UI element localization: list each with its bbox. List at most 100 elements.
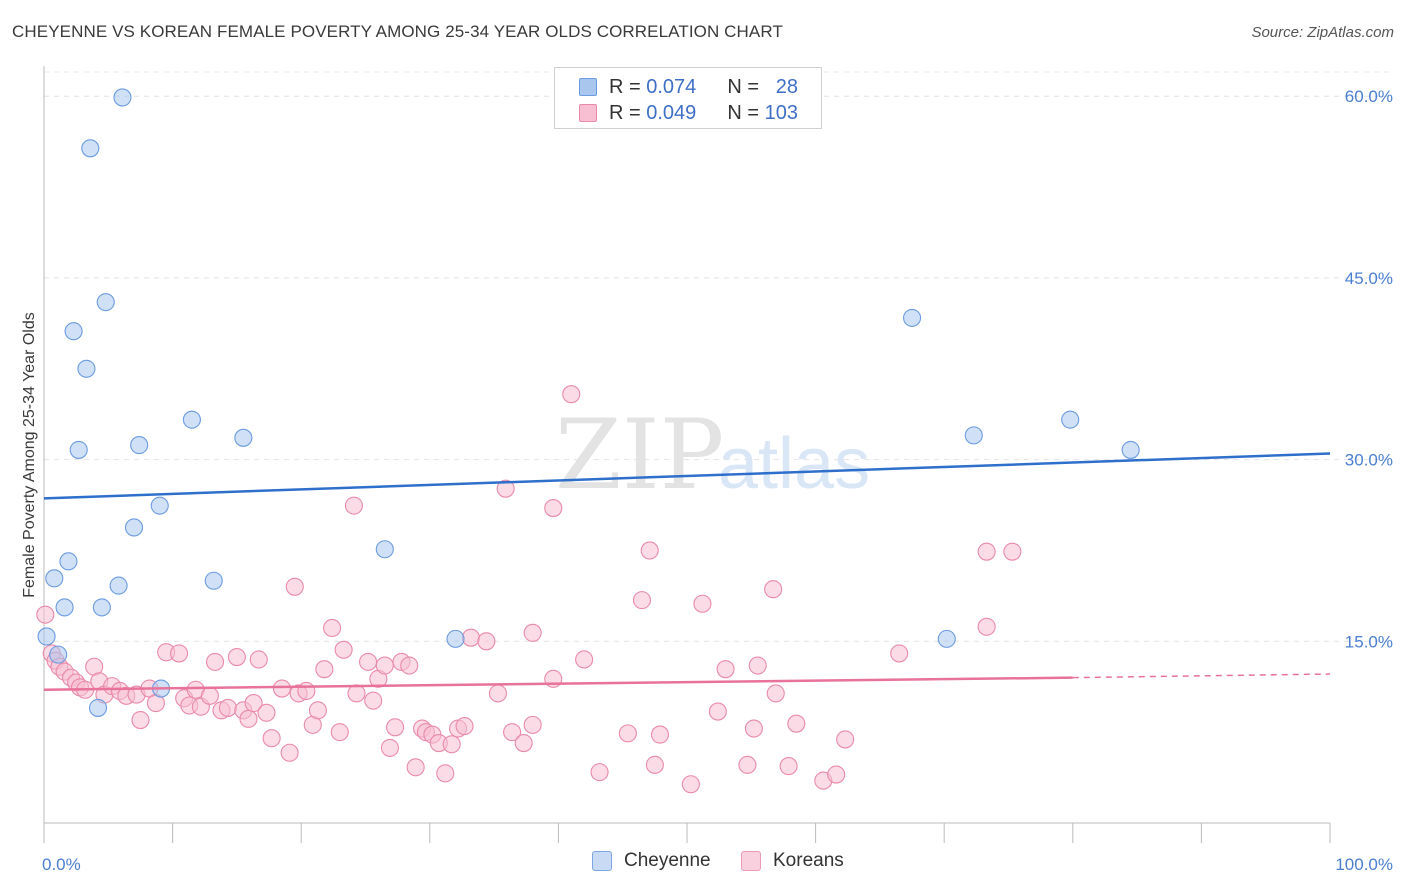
koreans-point [1003, 542, 1022, 561]
koreans-point [632, 591, 652, 610]
correlation-legend: R = 0.074 N = 28 R = 0.049 N = 103 [554, 67, 822, 129]
cheyenne-point [88, 698, 108, 717]
koreans-point [618, 724, 637, 743]
koreans-point [257, 703, 276, 722]
cheyenne-point [150, 496, 169, 515]
cheyenne-point [59, 552, 78, 571]
koreans-point [523, 715, 542, 734]
koreans-point [442, 735, 461, 754]
koreans-point [131, 710, 150, 730]
koreans-point [640, 541, 659, 560]
cheyenne-point [37, 627, 56, 646]
legend-swatch-cheyenne [579, 78, 597, 96]
cheyenne-point [130, 436, 149, 455]
legend-row-koreans: R = 0.049 N = 103 [579, 100, 798, 126]
koreans-point [836, 730, 855, 749]
koreans-point [890, 644, 909, 663]
legend-item-cheyenne[interactable]: Cheyenne [592, 850, 711, 872]
legend-swatch-koreans [741, 851, 761, 871]
watermark-atlas: atlas [718, 424, 870, 504]
koreans-point [436, 764, 455, 783]
koreans-point [297, 681, 316, 701]
koreans-point [716, 660, 735, 679]
koreans-point [645, 755, 664, 774]
koreans-point [562, 385, 581, 404]
koreans-point [575, 650, 594, 669]
koreans-point [330, 723, 349, 742]
koreans-point [386, 718, 405, 737]
legend-label-cheyenne: Cheyenne [624, 850, 711, 871]
koreans-point [285, 577, 304, 596]
koreans-point [544, 499, 563, 518]
koreans-point [827, 765, 846, 784]
koreans-point [748, 656, 767, 675]
koreans-point [766, 684, 785, 703]
legend-item-koreans[interactable]: Koreans [741, 850, 844, 872]
koreans-point [681, 775, 700, 794]
koreans-point [272, 679, 291, 698]
legend-swatch-cheyenne [592, 851, 612, 871]
cheyenne-point [1061, 410, 1080, 429]
x-tick-labels: 0.0% 100.0% [42, 855, 1393, 874]
axes [43, 66, 1331, 843]
y-tick-label: 15.0% [1345, 632, 1393, 651]
legend-r-label: R = [609, 101, 641, 124]
koreans-point [205, 652, 225, 671]
cheyenne-point [45, 569, 64, 588]
legend-n-label: N = [727, 101, 760, 124]
legend-n-value: 103 [764, 101, 798, 124]
koreans-point [693, 594, 712, 613]
cheyenne-point [902, 308, 922, 327]
watermark-zip: ZIP [555, 399, 724, 511]
cheyenne-point [109, 576, 128, 595]
series-legend: Cheyenne Koreans [0, 850, 1406, 878]
watermark: ZIP atlas [555, 399, 870, 511]
koreans-point [347, 684, 366, 703]
koreans-point [36, 605, 55, 624]
koreans-point [239, 709, 258, 728]
koreans-point [708, 702, 727, 721]
cheyenne-point [964, 426, 983, 445]
koreans-point [406, 758, 425, 777]
koreans-point [787, 714, 806, 733]
koreans-point [315, 660, 334, 679]
koreans-trend-line [43, 676, 1073, 692]
koreans-point [496, 479, 515, 498]
koreans-point [344, 496, 363, 515]
koreans-point [334, 640, 353, 659]
koreans-point [764, 580, 783, 599]
cheyenne-point [1121, 440, 1140, 459]
y-tick-labels: 15.0% 30.0% 45.0% 60.0% [1345, 87, 1393, 651]
legend-row-cheyenne: R = 0.074 N = 28 [579, 74, 798, 100]
cheyenne-point [49, 645, 68, 664]
cheyenne-point [937, 629, 956, 648]
y-tick-label: 45.0% [1345, 269, 1393, 288]
koreans-point [400, 656, 419, 675]
koreans-point [308, 701, 327, 720]
legend-r-label: R = [609, 75, 641, 98]
cheyenne-point [182, 410, 201, 429]
cheyenne-point [69, 440, 88, 459]
koreans-point [218, 698, 237, 717]
x-tick-label: 100.0% [1335, 855, 1393, 874]
cheyenne-point [81, 139, 100, 158]
koreans-point [280, 743, 299, 762]
koreans-point [488, 684, 508, 703]
cheyenne-point [375, 540, 394, 559]
source-label: Source: ZipAtlas.com [1251, 24, 1394, 41]
koreans-point [650, 725, 670, 744]
cheyenne-point [124, 518, 144, 537]
koreans-point [779, 757, 798, 776]
koreans-point [514, 734, 533, 753]
legend-swatch-koreans [579, 104, 597, 122]
koreans-point [249, 650, 268, 669]
koreans-point [375, 656, 394, 675]
y-axis-label: Female Poverty Among 25-34 Year Olds [21, 312, 38, 598]
koreans-point [169, 644, 189, 663]
legend-n-label: N = [727, 75, 760, 98]
koreans-point [227, 648, 246, 667]
koreans-point [977, 617, 996, 636]
koreans-point [359, 652, 378, 671]
x-tick-label: 0.0% [42, 855, 81, 874]
